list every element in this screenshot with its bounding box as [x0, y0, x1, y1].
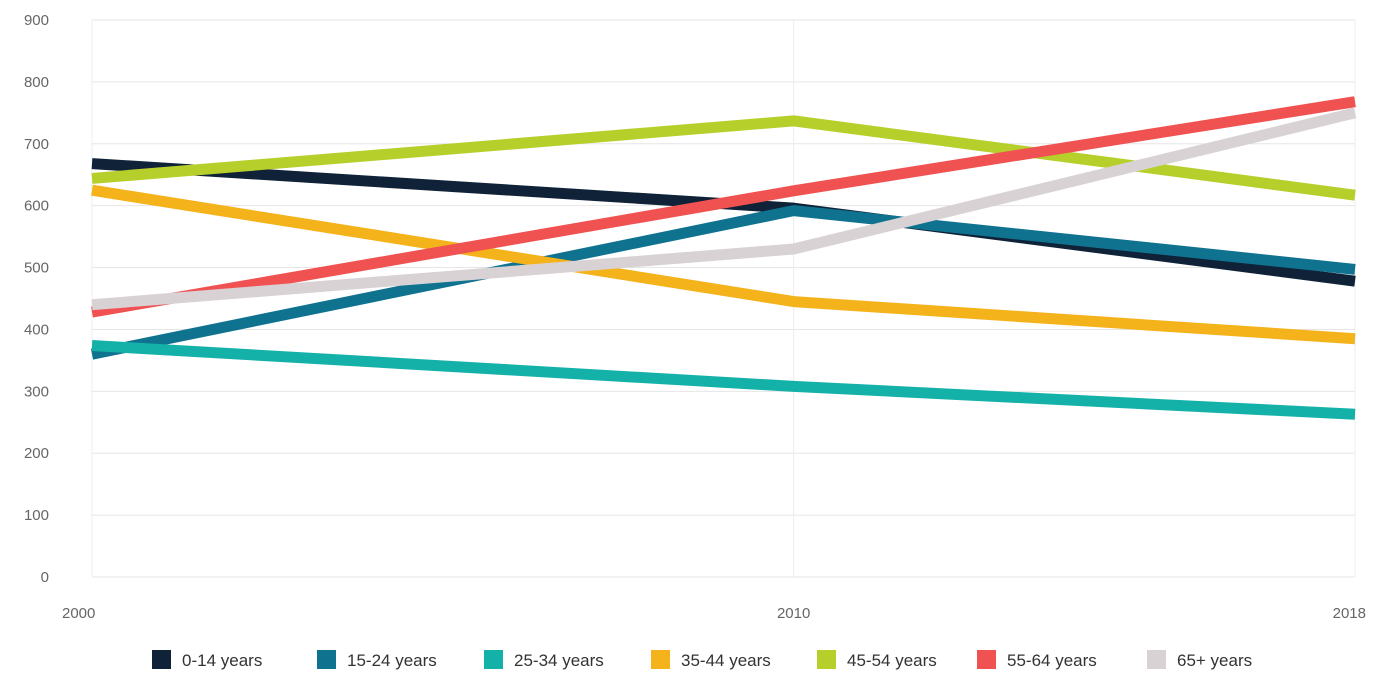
series-line-55-64-years	[91, 96, 1356, 318]
legend-label: 0-14 years	[182, 651, 262, 670]
series-line-35-44-years	[91, 184, 1356, 345]
y-tick-label: 300	[24, 383, 49, 400]
legend-label: 25-34 years	[514, 651, 604, 670]
series-line-15-24-years	[90, 205, 1356, 360]
x-tick-label: 2018	[1333, 605, 1366, 622]
y-tick-label: 900	[24, 12, 49, 29]
x-tick-label: 2010	[777, 605, 810, 622]
legend-swatch	[817, 650, 836, 669]
legend-label: 35-44 years	[681, 651, 771, 670]
y-tick-label: 700	[24, 136, 49, 153]
x-tick-label: 2000	[62, 605, 95, 622]
y-tick-label: 0	[41, 569, 49, 586]
legend-label: 55-64 years	[1007, 651, 1097, 670]
y-tick-label: 600	[24, 198, 49, 215]
legend-swatch	[651, 650, 670, 669]
legend-label: 45-54 years	[847, 651, 937, 670]
y-tick-label: 200	[24, 445, 49, 462]
legend-swatch	[977, 650, 996, 669]
y-tick-label: 400	[24, 321, 49, 338]
y-tick-label: 800	[24, 74, 49, 91]
y-tick-label: 500	[24, 260, 49, 277]
series-line-25-34-years	[91, 340, 1356, 420]
series-line-45-54-years	[91, 115, 1356, 201]
legend-label: 15-24 years	[347, 651, 437, 670]
legend-swatch	[484, 650, 503, 669]
series-line-65-years	[91, 107, 1357, 311]
legend-swatch	[1147, 650, 1166, 669]
legend-swatch	[152, 650, 171, 669]
legend-swatch	[317, 650, 336, 669]
y-tick-label: 100	[24, 507, 49, 524]
legend-label: 65+ years	[1177, 651, 1252, 670]
